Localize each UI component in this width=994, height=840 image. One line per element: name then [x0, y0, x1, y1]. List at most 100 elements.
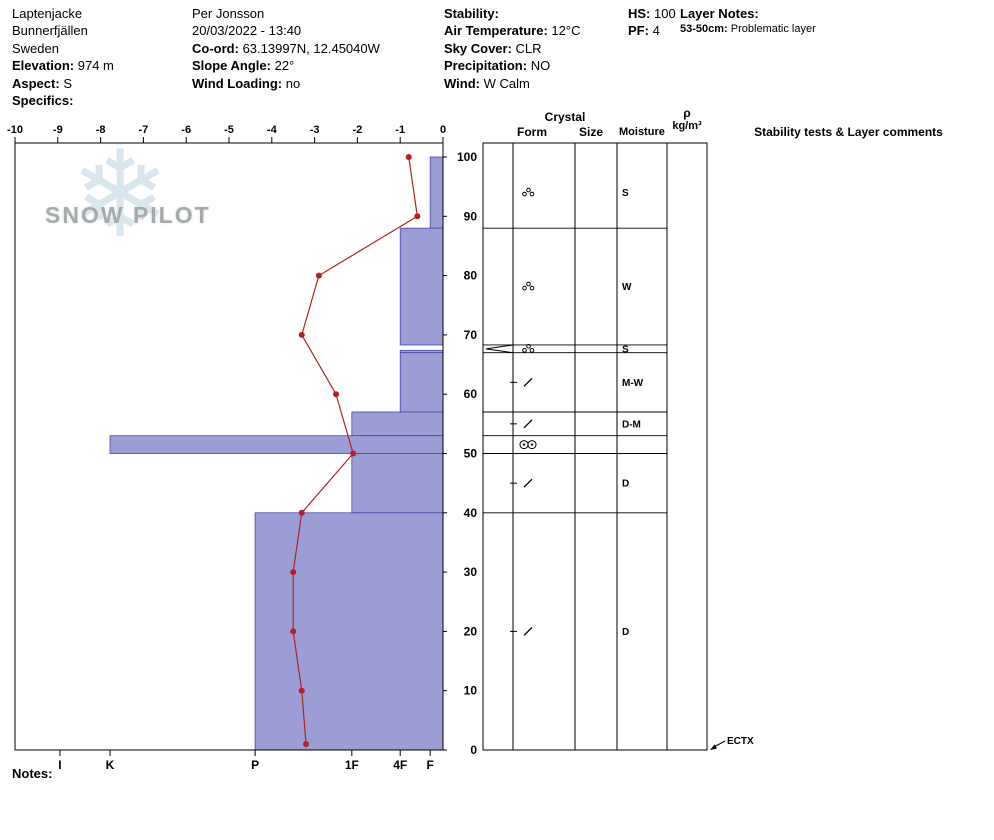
moisture-code: D [622, 627, 629, 638]
grain-form-cluster-icon [529, 285, 535, 291]
temp-axis-label: -3 [310, 124, 320, 136]
grain-form-crust-icon [530, 443, 534, 446]
notes-label: Notes: [12, 766, 53, 781]
wind-line: Wind: W Calm [444, 75, 530, 91]
hardness-axis-label: 1F [345, 758, 359, 772]
moisture-code: D [622, 479, 629, 490]
snow-layer-bar [254, 512, 444, 751]
moisture-code: S [622, 188, 629, 199]
depth-axis-label: 30 [464, 565, 478, 579]
moisture-code: M-W [622, 378, 644, 389]
temperature-point [298, 687, 305, 694]
grain-form-crust-icon [522, 443, 526, 446]
temp-axis-label: -10 [7, 124, 23, 136]
temp-axis-label: -2 [353, 124, 363, 136]
temperature-point [303, 741, 310, 748]
temperature-point [405, 154, 412, 160]
air-temperature-line: Air Temperature: 12°C [444, 23, 581, 39]
layer-notes-title: Layer Notes: [680, 6, 759, 21]
temperature-point [315, 272, 322, 279]
temp-axis-label: -1 [395, 124, 405, 136]
temp-axis-label: -7 [139, 124, 149, 136]
temperature-point [290, 628, 297, 635]
grain-form-cluster-icon [522, 191, 527, 197]
wind-loading-line: Wind Loading: no [192, 75, 301, 91]
depth-axis-label: 20 [464, 624, 478, 638]
moisture-code: S [622, 344, 629, 355]
grain-form-cluster-icon [529, 348, 535, 353]
grain-form-decomposed-icon [523, 377, 533, 387]
slope-angle-line: Slope Angle: 22° [192, 58, 295, 74]
grain-form-crust-icon [527, 440, 537, 450]
hardness-axis-label: I [58, 758, 61, 772]
thin-layer-pointer [485, 344, 514, 354]
hs-line: HS: 100 [628, 6, 676, 21]
density-column-header: ρ [683, 106, 691, 120]
stability-test-result: ECTX [727, 736, 754, 747]
temperature-point [333, 391, 339, 398]
observer-name: Per Jonsson [192, 6, 265, 21]
grain-form-cluster-icon [522, 348, 527, 353]
temperature-point [414, 213, 421, 220]
temp-axis-label: -8 [96, 124, 106, 136]
location-info: Laptenjacke Bunnerfjällen Sweden Elevati… [12, 5, 114, 109]
crystal-column-header: Crystal [544, 110, 586, 124]
moisture-code: W [622, 282, 632, 293]
grain-form-decomposed-icon [523, 626, 533, 636]
aspect-line: Aspect: S [12, 75, 72, 91]
snow-layer-bar [399, 352, 444, 413]
specifics-line: Specifics: [12, 93, 74, 109]
date-time-line: 20/03/2022 - 13:40 [192, 23, 302, 39]
depth-axis-label: 80 [464, 269, 478, 283]
grain-form-cluster-icon [526, 281, 531, 287]
temp-axis-label: -9 [53, 124, 63, 136]
grain-form-cluster-icon [522, 285, 527, 291]
hardness-axis-label: K [106, 758, 115, 772]
range-name: Bunnerfjällen [12, 23, 88, 39]
temp-axis-label: -6 [181, 124, 191, 136]
moisture-code: D-M [622, 419, 641, 430]
snow-layer-bar [399, 227, 444, 346]
hardness-axis-label: P [251, 758, 259, 772]
grain-form-cluster-icon [529, 191, 535, 197]
snow-depth-info: HS: 100 PF: 4 [628, 5, 676, 40]
density-units-label: kg/m³ [672, 120, 702, 132]
hardness-axis-label: 4F [393, 758, 407, 772]
grain-form-decomposed-icon [523, 478, 533, 488]
form-column-header: Form [517, 125, 547, 139]
conditions-info: Stability: Air Temperature: 12°C Sky Cov… [444, 5, 580, 92]
country-name: Sweden [12, 40, 59, 56]
temperature-point [350, 450, 357, 457]
sky-cover-line: Sky Cover: CLR [444, 40, 542, 56]
observer-info: Per Jonsson 20/03/2022 - 13:40 Co-ord: 6… [192, 5, 380, 92]
depth-axis-label: 10 [464, 684, 478, 698]
elevation-line: Elevation: 974 m [12, 58, 114, 74]
snow-layer-bar [429, 156, 444, 229]
depth-axis-label: 60 [464, 387, 478, 401]
comments-column-header: Stability tests & Layer comments [754, 125, 943, 139]
layer-note-item: 53-50cm: Problematic layer [680, 23, 816, 36]
coordinates-line: Co-ord: 63.13997N, 12.45040W [192, 40, 380, 56]
depth-axis-label: 70 [464, 328, 478, 342]
moisture-column-header: Moisture [619, 126, 665, 138]
snow-layer-bar [109, 435, 444, 454]
site-name: Laptenjacke [12, 6, 83, 21]
grain-form-cluster-icon [526, 187, 531, 193]
stability-line: Stability: [444, 6, 499, 21]
ectx-arrow-line [713, 740, 726, 748]
snow-layer-bar [351, 411, 444, 437]
grain-form-cluster-icon [526, 344, 531, 349]
temp-axis-label: 0 [440, 124, 446, 136]
temp-axis-label: -5 [224, 124, 234, 136]
depth-axis-label: 0 [470, 743, 477, 757]
temperature-point [290, 569, 297, 576]
layer-notes: Layer Notes: 53-50cm: Problematic layer [680, 5, 816, 37]
crystal-table-border [482, 142, 708, 751]
depth-axis-label: 50 [464, 447, 478, 461]
depth-axis-label: 90 [464, 209, 478, 223]
snow-layer-bar [351, 453, 444, 514]
precipitation-line: Precipitation: NO [444, 58, 551, 74]
depth-axis-label: 100 [457, 150, 477, 164]
